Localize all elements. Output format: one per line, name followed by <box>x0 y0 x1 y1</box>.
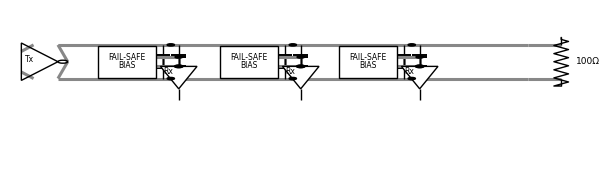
Text: BIAS: BIAS <box>240 61 257 70</box>
Text: FAIL-SAFE: FAIL-SAFE <box>349 53 387 62</box>
Circle shape <box>174 65 183 68</box>
Text: 100Ω: 100Ω <box>576 57 600 66</box>
Circle shape <box>297 65 304 68</box>
Text: Rx: Rx <box>285 68 295 76</box>
Text: FAIL-SAFE: FAIL-SAFE <box>230 53 268 62</box>
Circle shape <box>416 65 423 68</box>
Text: Rx: Rx <box>163 68 173 76</box>
Text: BIAS: BIAS <box>118 61 135 70</box>
Circle shape <box>175 65 182 68</box>
Circle shape <box>167 44 174 46</box>
Polygon shape <box>282 66 319 89</box>
Text: FAIL-SAFE: FAIL-SAFE <box>108 53 146 62</box>
Circle shape <box>167 77 174 80</box>
Circle shape <box>408 44 415 46</box>
Circle shape <box>289 77 296 80</box>
Circle shape <box>175 56 182 58</box>
Text: Rx: Rx <box>404 68 414 76</box>
Bar <box>339 46 397 78</box>
Polygon shape <box>160 66 197 89</box>
Circle shape <box>408 77 415 80</box>
Circle shape <box>296 65 305 68</box>
Text: BIAS: BIAS <box>359 61 376 70</box>
Bar <box>98 46 156 78</box>
Circle shape <box>416 56 423 58</box>
Circle shape <box>297 56 304 58</box>
Bar <box>220 46 278 78</box>
Polygon shape <box>401 66 438 89</box>
Circle shape <box>289 44 296 46</box>
Circle shape <box>415 65 424 68</box>
Text: Tx: Tx <box>25 55 34 64</box>
